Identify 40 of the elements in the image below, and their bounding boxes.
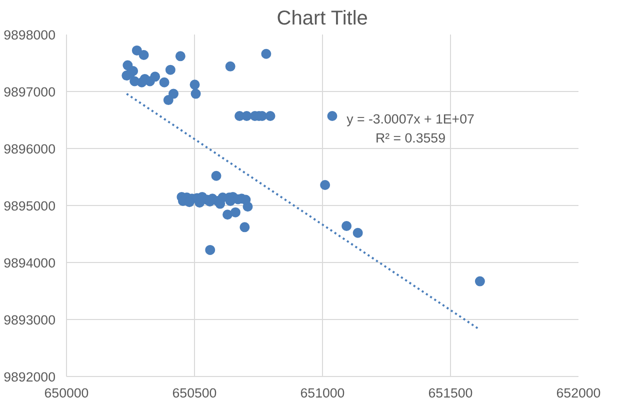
- chart-title: Chart Title: [276, 8, 368, 30]
- point: [242, 111, 252, 121]
- point: [265, 111, 276, 121]
- annotation: y = -3.0007x + 1E+07: [346, 112, 474, 126]
- point: [150, 72, 160, 82]
- y-tick-label: 9893000: [4, 312, 56, 328]
- point: [205, 244, 216, 255]
- point: [261, 48, 272, 59]
- point: [165, 64, 176, 75]
- y-tick-label: 9897000: [4, 84, 56, 100]
- point: [474, 276, 485, 286]
- y-tick-label: 9896000: [4, 142, 56, 156]
- y-tick-label: 9898000: [4, 28, 56, 42]
- point: [132, 45, 142, 56]
- x-tick-label: 650500: [172, 386, 217, 400]
- point: [230, 207, 240, 218]
- point: [168, 88, 179, 99]
- x-tick-label: 650000: [44, 386, 89, 400]
- point: [327, 111, 338, 121]
- x-tick-label: 651000: [300, 386, 345, 400]
- point: [190, 80, 200, 90]
- y-tick-label: 9894000: [4, 256, 56, 270]
- y-tick-label: 9895000: [4, 198, 56, 214]
- point: [320, 180, 330, 190]
- y-tick-label: 9892000: [4, 370, 56, 384]
- point: [211, 170, 222, 181]
- point: [352, 228, 363, 238]
- x-tick-label: 651500: [428, 386, 473, 400]
- point: [240, 222, 250, 232]
- point: [163, 95, 174, 106]
- point: [225, 61, 236, 72]
- point: [159, 77, 170, 88]
- point: [175, 51, 186, 62]
- point: [190, 88, 201, 99]
- point: [130, 76, 140, 86]
- annotation: R² = 0.3559: [375, 130, 446, 146]
- x-tick-label: 652000: [556, 386, 601, 400]
- point: [342, 221, 352, 232]
- point: [138, 50, 149, 60]
- point: [222, 210, 233, 220]
